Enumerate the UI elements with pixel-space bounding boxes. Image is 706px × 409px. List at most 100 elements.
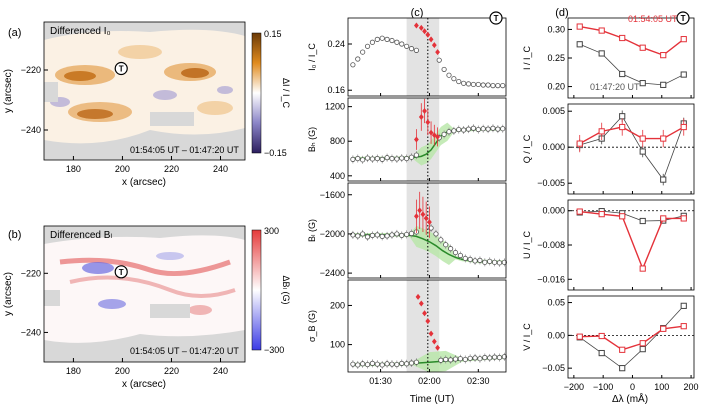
red-point	[414, 213, 419, 220]
heatmap-b-frame	[43, 225, 246, 363]
red-point	[422, 310, 427, 317]
ytick-label: 800	[330, 136, 345, 146]
gray-point	[399, 41, 405, 47]
panel-c-marker-letter: T	[494, 14, 499, 23]
red-profile-point	[680, 215, 687, 222]
gray-point	[438, 237, 444, 243]
gray-point	[443, 242, 449, 248]
heatmap-ytick-label: −220	[21, 65, 41, 75]
legend-red-label: 01:54:05 UT	[628, 14, 678, 24]
gray-point	[350, 156, 356, 162]
gray-point	[452, 356, 459, 362]
red-point	[428, 129, 434, 136]
red-profile-point	[680, 323, 687, 330]
gray-point	[384, 155, 390, 161]
subplot-ylabel: V / I_C	[522, 323, 532, 351]
gray-point	[355, 362, 361, 368]
ytick-label: 0.05	[547, 298, 565, 308]
gray-point	[500, 126, 506, 132]
gray-point	[374, 36, 380, 42]
red-profile-point	[660, 135, 667, 142]
ytick-label: 0.000	[542, 206, 565, 216]
gray-profile-point	[680, 302, 687, 309]
gray-point	[448, 246, 454, 252]
gray-point	[360, 231, 366, 237]
gray-point	[369, 39, 376, 45]
subplot-ylabel: U / I_C	[522, 231, 532, 260]
red-point	[422, 107, 427, 114]
red-profile-point	[660, 215, 667, 222]
subplot-ylabel: I₀ / I_C	[307, 43, 317, 71]
red-profile-point	[576, 23, 583, 30]
gray-point	[496, 354, 503, 361]
gray-point	[404, 231, 410, 238]
colorbar-a	[251, 32, 262, 154]
gray-point	[443, 356, 449, 363]
gray-point	[495, 126, 501, 132]
gray-point	[374, 155, 380, 162]
gray-point	[480, 82, 486, 88]
ytick-label: −0.005	[537, 178, 565, 188]
gray-point	[456, 78, 462, 85]
red-point	[418, 24, 424, 31]
gray-point	[452, 249, 459, 256]
xtick-label: 02:00	[418, 376, 441, 386]
gray-point	[482, 259, 488, 265]
heatmap-xtick-label: 220	[164, 164, 179, 174]
gray-profile-line	[579, 305, 685, 369]
heatmap-xtick-label: 200	[115, 164, 130, 174]
gray-point	[470, 81, 477, 88]
red-point	[415, 293, 421, 300]
panel-c-label: (c)	[411, 7, 424, 19]
colorbar-b-max-label: 300	[264, 226, 279, 236]
ytick-label: 0.30	[547, 24, 565, 34]
heatmap-b-axes: 180 200 220 240 −220 −240	[21, 268, 228, 376]
colorbar-b-label: ΔBₗ (G)	[281, 275, 291, 304]
red-profile-line	[579, 210, 684, 271]
gray-point	[394, 361, 400, 368]
panel-a-label: (a)	[8, 27, 21, 39]
red-profile-point	[598, 128, 605, 135]
gray-point	[408, 360, 415, 366]
gray-point	[350, 62, 356, 68]
gray-point	[485, 82, 491, 88]
colorbar-a-label: ΔI / I_C	[281, 78, 291, 109]
red-point	[418, 114, 424, 121]
gray-point	[364, 43, 371, 49]
red-point	[425, 119, 431, 126]
gray-point	[472, 258, 478, 264]
gray-point	[487, 355, 493, 361]
gray-profile-line	[579, 210, 684, 222]
heatmap-a-title: Differenced I₀	[50, 26, 111, 37]
red-point	[427, 219, 432, 226]
ytick-label: 0.16	[327, 85, 345, 95]
gray-point	[482, 354, 488, 361]
gray-point	[379, 362, 385, 368]
gray-point	[404, 155, 410, 162]
gray-point	[355, 155, 361, 162]
red-profile-line	[579, 325, 684, 351]
red-point	[414, 136, 419, 143]
shaded-interval	[406, 18, 440, 96]
gray-point	[364, 155, 371, 161]
gray-point	[384, 361, 390, 367]
red-profile-point	[576, 140, 583, 147]
xtick-label: 0	[630, 382, 635, 392]
ytick-label: 0.25	[547, 53, 565, 63]
red-profile-point	[598, 332, 605, 340]
heatmap-a-xlabel: x (arcsec)	[122, 177, 166, 188]
ytick-label: 400	[330, 171, 345, 181]
gray-point	[389, 232, 395, 238]
ytick-label: 0.00	[547, 330, 565, 340]
heatmap-a-axes: 180 200 220 240 −220 −240	[21, 65, 228, 174]
gray-point	[394, 156, 400, 162]
gray-point	[461, 127, 467, 133]
gray-point	[350, 232, 356, 238]
gray-point	[389, 37, 395, 44]
ytick-label: 0.005	[542, 106, 565, 116]
heatmap-b-xlabel: x (arcsec)	[122, 379, 166, 390]
gray-point	[374, 232, 380, 238]
gray-profile-point	[639, 148, 646, 155]
